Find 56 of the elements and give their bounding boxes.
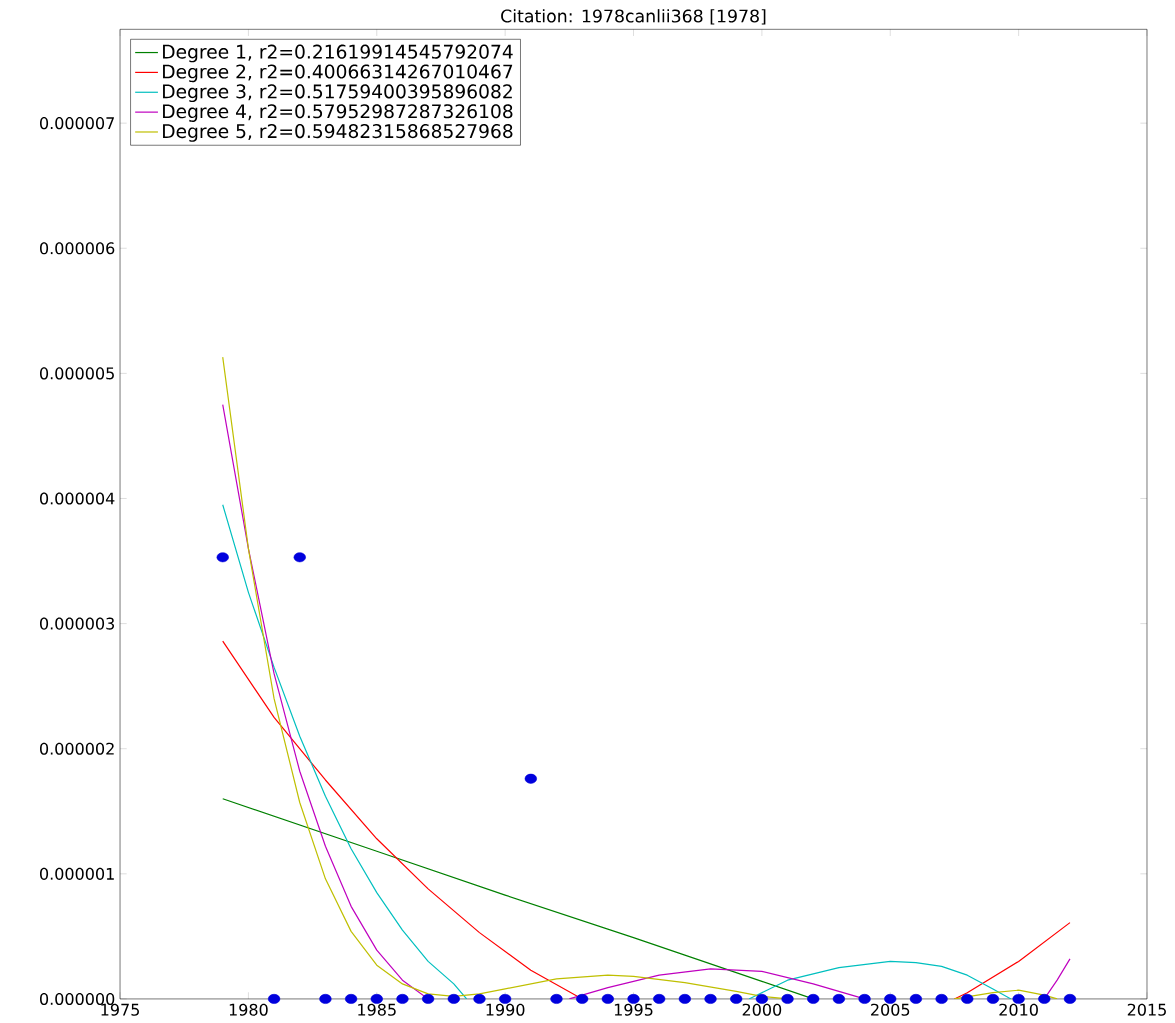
- y-tick-label: 0.000004: [40, 492, 115, 505]
- point: [704, 994, 717, 1004]
- x-tick-label: 2000: [742, 1003, 782, 1016]
- point: [396, 994, 409, 1004]
- y-tick-label: 0.000007: [40, 117, 114, 130]
- x-tick-label: 1995: [614, 1003, 653, 1016]
- point: [986, 994, 1000, 1004]
- x-tick-label: 1980: [229, 1003, 268, 1016]
- x-tick-label: 2015: [1127, 1003, 1166, 1016]
- point: [576, 994, 589, 1004]
- legend-label: Degree 2, r2=0.40066314267010467: [163, 64, 513, 83]
- point: [755, 994, 768, 1004]
- legend-label: Degree 4, r2=0.57952987287326108: [163, 104, 513, 122]
- point: [293, 552, 306, 563]
- legend-label: Degree 3, r2=0.51759400395896082: [163, 84, 512, 103]
- point: [961, 994, 974, 1004]
- point: [807, 994, 820, 1004]
- point: [1012, 994, 1025, 1004]
- x-tick-label: 2010: [999, 1003, 1038, 1016]
- legend-label: Degree 5, r2=0.59482315868527968: [163, 124, 513, 142]
- x-tick-label: 1990: [486, 1003, 525, 1016]
- y-tick-label: 0.000000: [40, 992, 115, 1006]
- y-tick-label: 0.000002: [40, 742, 114, 755]
- x-tick-label: 1975: [101, 1003, 139, 1016]
- chart-title: Citation: 1978canlii368 [1978]: [501, 9, 766, 25]
- point: [1038, 994, 1051, 1004]
- point: [730, 994, 743, 1004]
- point: [216, 552, 229, 563]
- point: [499, 994, 512, 1004]
- x-tick-label: 1985: [358, 1003, 396, 1016]
- y-tick-label: 0.000005: [40, 367, 114, 380]
- point: [832, 994, 846, 1004]
- x-tick-label: 2005: [871, 1003, 910, 1016]
- point: [601, 994, 614, 1004]
- legend-label: Degree 1, r2=0.21619914545792074: [163, 44, 513, 63]
- point: [909, 994, 923, 1004]
- point: [370, 994, 383, 1004]
- point: [422, 994, 435, 1004]
- point: [447, 994, 460, 1004]
- point: [267, 994, 281, 1004]
- point: [781, 994, 794, 1004]
- point: [550, 994, 563, 1004]
- point: [935, 994, 948, 1004]
- point: [319, 994, 332, 1004]
- y-tick-label: 0.000003: [40, 617, 115, 630]
- point: [627, 994, 640, 1004]
- point: [858, 994, 871, 1004]
- point: [524, 773, 537, 784]
- point: [345, 994, 358, 1004]
- point: [678, 994, 691, 1004]
- point: [653, 994, 666, 1004]
- point: [1063, 994, 1077, 1004]
- y-tick-label: 0.000006: [40, 242, 115, 255]
- y-tick-label: 0.000001: [40, 867, 114, 880]
- point: [473, 994, 486, 1004]
- point: [884, 994, 897, 1004]
